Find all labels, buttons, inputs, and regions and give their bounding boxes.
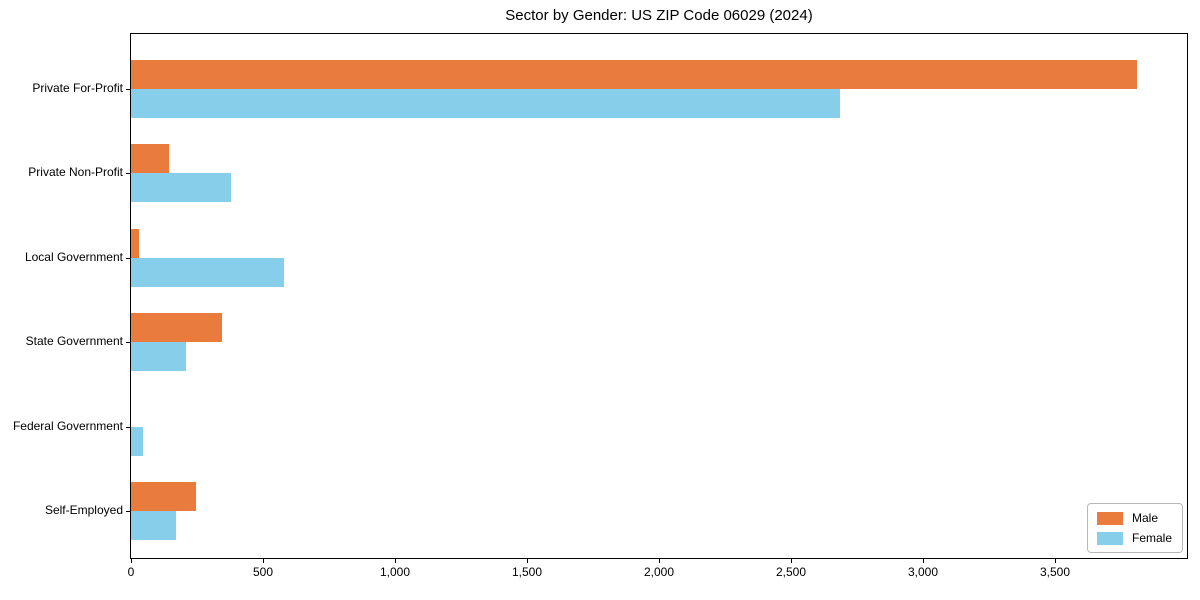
legend-label: Male: [1131, 511, 1158, 525]
y-tick-label: Local Government: [24, 250, 123, 264]
x-tick-label: 2,500: [775, 565, 807, 579]
y-tick-mark: [126, 258, 131, 259]
legend: Male Female: [1086, 503, 1183, 553]
bar-female-private-non-profit: [131, 173, 231, 202]
bar-male-private-for-profit: [131, 60, 1137, 89]
x-tick-label: 3,000: [907, 565, 939, 579]
bar-male-self-employed: [131, 482, 196, 511]
y-tick-mark: [126, 427, 131, 428]
legend-item-male: Male: [1096, 511, 1172, 525]
y-tick-label: Self-Employed: [44, 503, 123, 517]
legend-label: Female: [1131, 531, 1172, 545]
y-tick-mark: [126, 511, 131, 512]
x-tick-mark: [923, 558, 924, 563]
y-tick-label: Private Non-Profit: [28, 165, 123, 179]
x-tick-label: 2,000: [643, 565, 675, 579]
y-tick-label: Federal Government: [12, 419, 123, 433]
y-tick-mark: [126, 342, 131, 343]
x-tick-label: 0: [127, 565, 135, 579]
x-tick-mark: [1055, 558, 1056, 563]
x-tick-label: 1,000: [379, 565, 411, 579]
plot-area: Male Female Private For-Profit Private Non…: [13, 33, 1188, 579]
bar-male-local-government: [131, 229, 139, 258]
x-tick-label: 1,500: [511, 565, 543, 579]
x-tick-label: 500: [252, 565, 274, 579]
bar-female-self-employed: [131, 511, 176, 540]
y-tick-mark: [126, 89, 131, 90]
x-tick-mark: [263, 558, 264, 563]
bar-female-local-government: [131, 258, 284, 287]
x-tick-mark: [131, 558, 132, 563]
x-tick-mark: [527, 558, 528, 563]
x-tick-mark: [659, 558, 660, 563]
bar-female-private-for-profit: [131, 89, 840, 118]
x-tick-label: 3,500: [1039, 565, 1071, 579]
y-tick-label: Private For-Profit: [32, 81, 123, 95]
legend-item-female: Female: [1096, 531, 1172, 545]
x-tick-mark: [395, 558, 396, 563]
chart-title: Sector by Gender: US ZIP Code 06029 (202…: [505, 7, 813, 24]
y-tick-mark: [126, 173, 131, 174]
y-tick-label: State Government: [25, 334, 123, 348]
bar-female-federal-government: [131, 427, 143, 456]
x-tick-mark: [791, 558, 792, 563]
legend-swatch-female: [1096, 531, 1123, 545]
bar-male-state-government: [131, 313, 222, 342]
bar-female-state-government: [131, 342, 186, 371]
legend-swatch-male: [1096, 511, 1123, 525]
bar-male-private-non-profit: [131, 144, 169, 173]
